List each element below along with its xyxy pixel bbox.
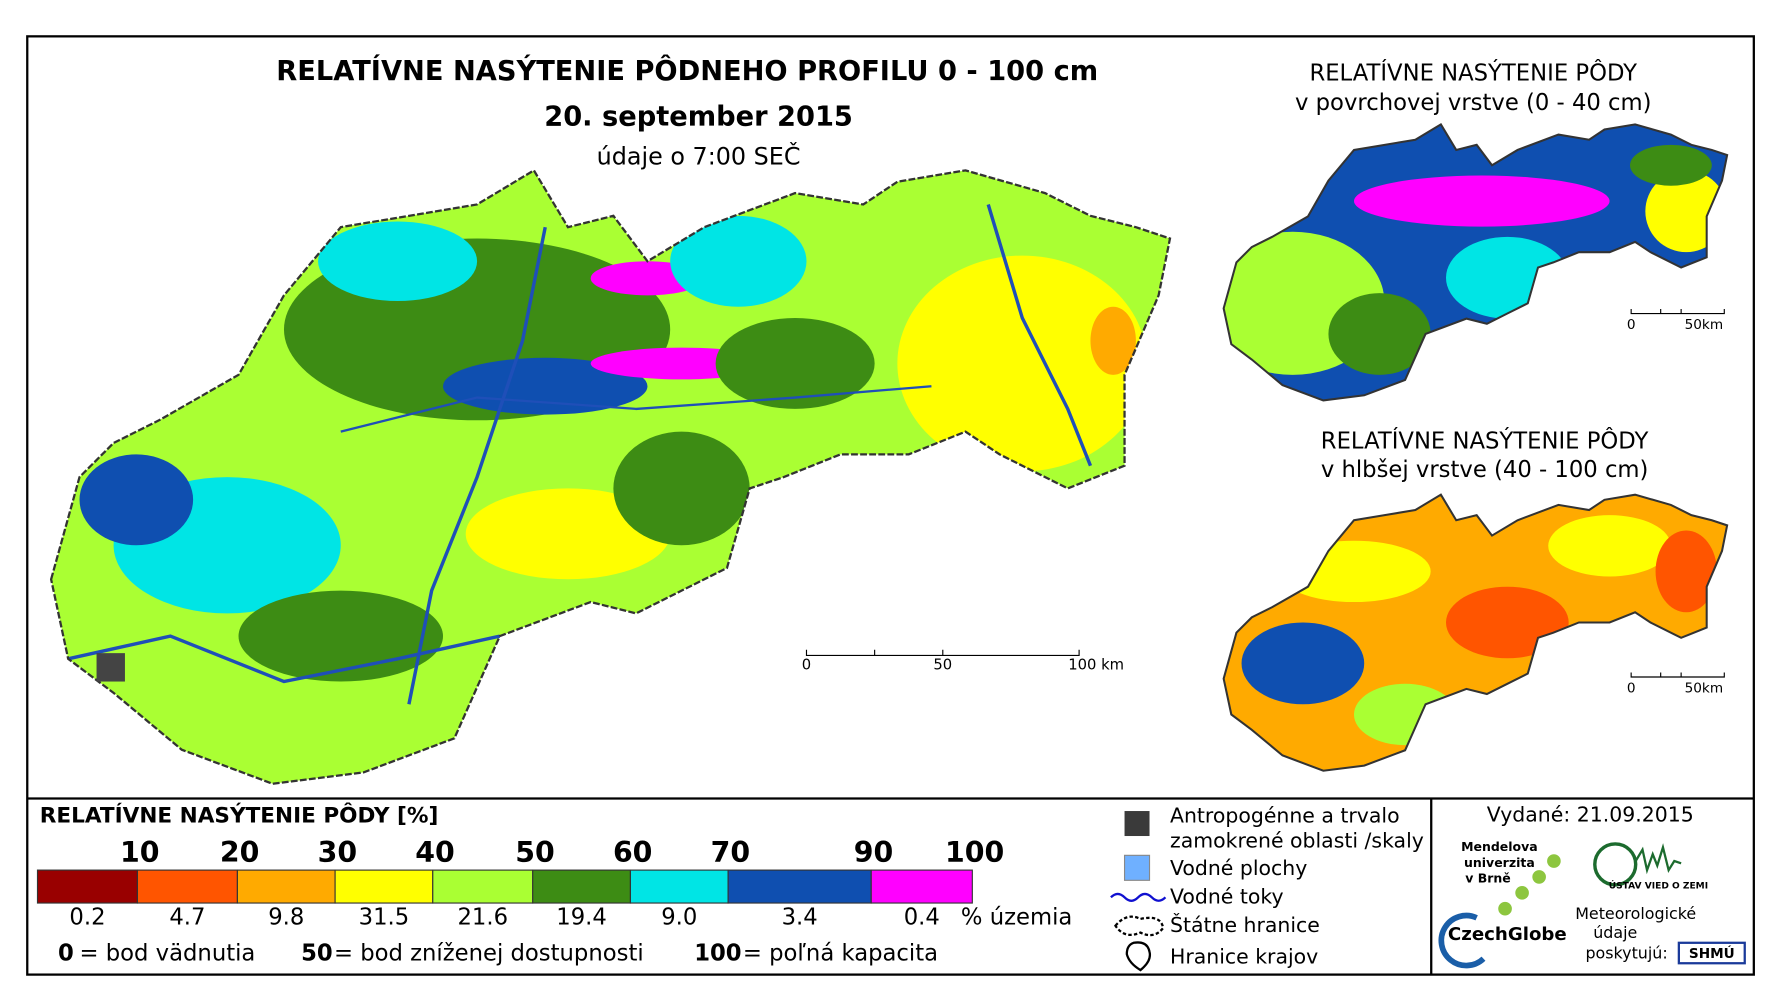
scale-label: 50km (1685, 680, 1724, 696)
map-date: 20. september 2015 (544, 102, 853, 133)
class-break: 50 (515, 836, 555, 869)
symbol-icon (1110, 892, 1167, 902)
note-value: 50 (301, 941, 333, 967)
area-share: 9.0 (661, 904, 697, 930)
scale-label: 0 (1627, 317, 1636, 333)
symbol-icon (1125, 941, 1152, 972)
symbol-legend: Antropogénne a trvalo zamokrené oblasti … (1110, 804, 1424, 972)
credits: Vydané: 21.09.2015 Mendelova univerzita … (1438, 803, 1746, 969)
logo-text: ÚSTAV VIED O ZEMI (1609, 880, 1708, 892)
color-swatch (870, 869, 973, 904)
class-break: 10 (120, 836, 160, 869)
area-share: 21.6 (457, 904, 508, 930)
logo-text: Meteorologické (1575, 904, 1696, 923)
area-share: 3.4 (782, 904, 818, 930)
symbol-icon (1114, 915, 1165, 937)
inset-subtitle: v hlbšej vrstve (40 - 100 cm) (1321, 457, 1649, 483)
logo-text: univerzita (1464, 855, 1535, 870)
color-swatch (334, 869, 434, 904)
inset-title: RELATÍVNE NASÝTENIE PÔDY (1309, 58, 1637, 86)
symbol-label: Vodné plochy (1170, 856, 1307, 880)
logo-text: poskytujú: (1585, 944, 1667, 963)
area-share: 19.4 (556, 904, 607, 930)
color-swatch (532, 869, 631, 904)
color-swatch (136, 869, 238, 904)
inset-subtitle: v povrchovej vrstve (0 - 40 cm) (1295, 90, 1652, 116)
class-break: 70 (711, 836, 751, 869)
class-break: 30 (318, 836, 357, 869)
logo-text: Mendelova (1461, 839, 1538, 854)
color-swatch (432, 869, 534, 904)
symbol-label: Hranice krajov (1170, 945, 1318, 969)
class-break: 100 (945, 836, 1004, 869)
symbol-label: Antropogénne a trvalo (1170, 804, 1400, 828)
area-share: 0.2 (69, 904, 105, 930)
symbol-icon (1123, 854, 1151, 881)
legend-title: RELATÍVNE NASÝTENIE PÔDY [%] (40, 803, 439, 829)
legend: RELATÍVNE NASÝTENIE PÔDY [%] 0 = bod väd… (36, 803, 1072, 967)
area-share: 0.4 (904, 904, 940, 930)
class-break: 60 (613, 836, 653, 869)
color-swatch (629, 869, 729, 904)
note-value: 0 (58, 941, 74, 967)
inset-title: RELATÍVNE NASÝTENIE PÔDY (1321, 426, 1649, 454)
color-swatch (727, 869, 872, 904)
symbol-label: zamokrené oblasti /skaly (1170, 829, 1424, 853)
area-share: 31.5 (359, 904, 410, 930)
logo-text: v Brně (1465, 871, 1511, 886)
share-unit: % územia (961, 904, 1072, 930)
scale-label: 100 km (1068, 657, 1124, 674)
scale-bar (1630, 672, 1725, 678)
map-time: údaje o 7:00 SEČ (597, 142, 801, 170)
note-text: = bod zníženej dostupnosti (334, 941, 644, 967)
logo-text: SHMÚ (1689, 944, 1735, 962)
symbol-label: Štátne hranice (1170, 912, 1320, 937)
scale-bar (1630, 308, 1725, 315)
logo-text: údaje (1593, 923, 1637, 942)
note-text: = poľná kapacita (743, 941, 938, 967)
symbol-icon (1124, 811, 1150, 837)
area-share: 4.7 (169, 904, 205, 930)
class-break: 20 (220, 836, 260, 869)
symbol-label: Vodné toky (1170, 884, 1284, 908)
scale-label: 0 (802, 657, 811, 674)
map-title: RELATÍVNE NASÝTENIE PÔDNEHO PROFILU 0 - … (276, 55, 1098, 87)
scale-bar (805, 649, 1080, 656)
scale-label: 0 (1627, 680, 1636, 696)
note-text: = bod vädnutia (80, 941, 256, 967)
scale-label: 50 (933, 657, 952, 674)
area-share: 9.8 (268, 904, 304, 930)
color-swatch (236, 869, 336, 904)
scale-label: 50km (1685, 317, 1724, 333)
class-break: 40 (415, 836, 455, 869)
logo-text: CzechGlobe (1448, 924, 1567, 945)
issued-date: Vydané: 21.09.2015 (1487, 803, 1694, 827)
note-value: 100 (694, 941, 741, 967)
color-swatch (36, 869, 139, 904)
class-break: 90 (854, 836, 894, 869)
